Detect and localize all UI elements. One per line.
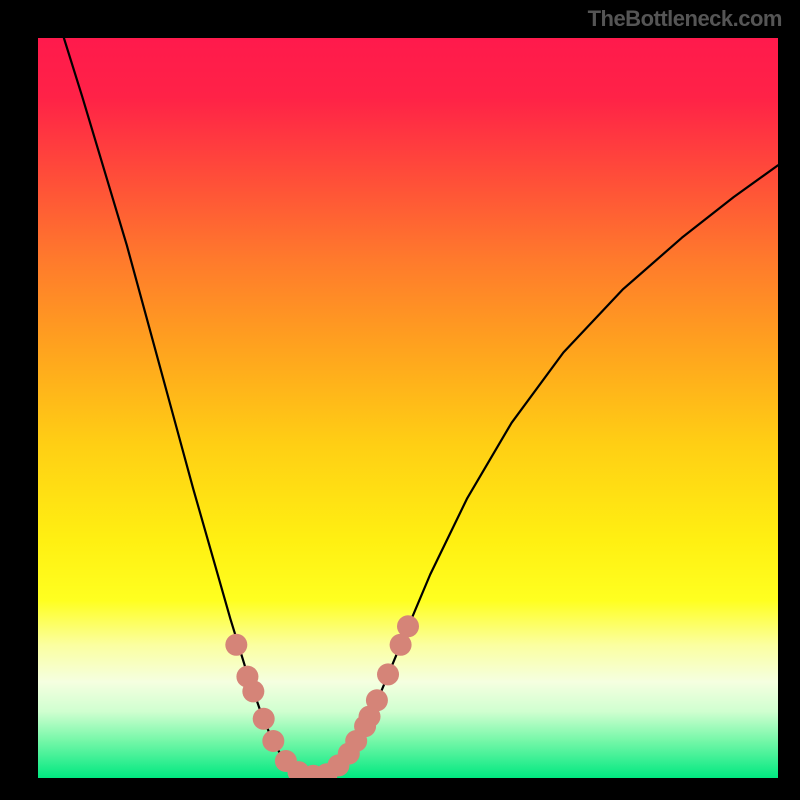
data-marker (225, 634, 247, 656)
data-marker (253, 708, 275, 730)
data-marker (242, 680, 264, 702)
chart-background (38, 38, 778, 778)
data-marker (377, 663, 399, 685)
watermark-label: TheBottleneck.com (588, 6, 782, 32)
chart-svg (38, 38, 778, 778)
data-marker (397, 615, 419, 637)
data-marker (366, 689, 388, 711)
data-marker (262, 730, 284, 752)
chart-plot-area (38, 38, 778, 778)
